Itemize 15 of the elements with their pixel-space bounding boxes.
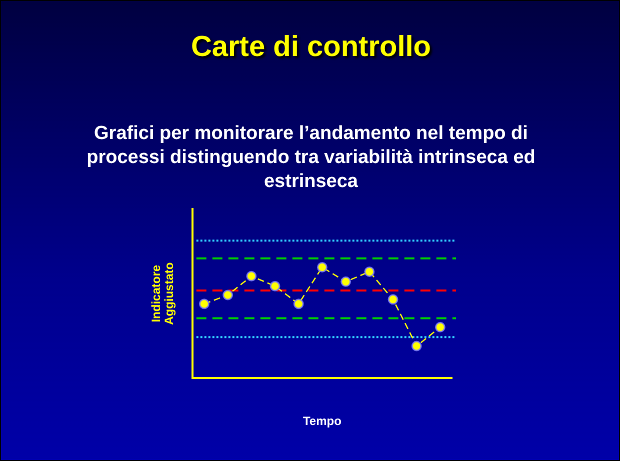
point [340, 276, 352, 287]
y-axis-title: Indicatore Aggiustato [148, 262, 176, 325]
point [434, 322, 446, 332]
point [316, 262, 328, 273]
point [246, 270, 257, 282]
point [364, 266, 375, 277]
point [270, 280, 280, 292]
x-axis-title: Tempo [302, 414, 342, 428]
chart-subtitle: Grafici per monitorare l’andamento nel tempo di processi distinguendo tra variabilità intrinseca ed estrinseca [86, 122, 536, 194]
point [388, 294, 398, 305]
chart-title: Carte di controllo [190, 31, 432, 64]
point [222, 290, 234, 300]
point [198, 298, 210, 310]
point [293, 298, 304, 310]
point [411, 340, 422, 352]
